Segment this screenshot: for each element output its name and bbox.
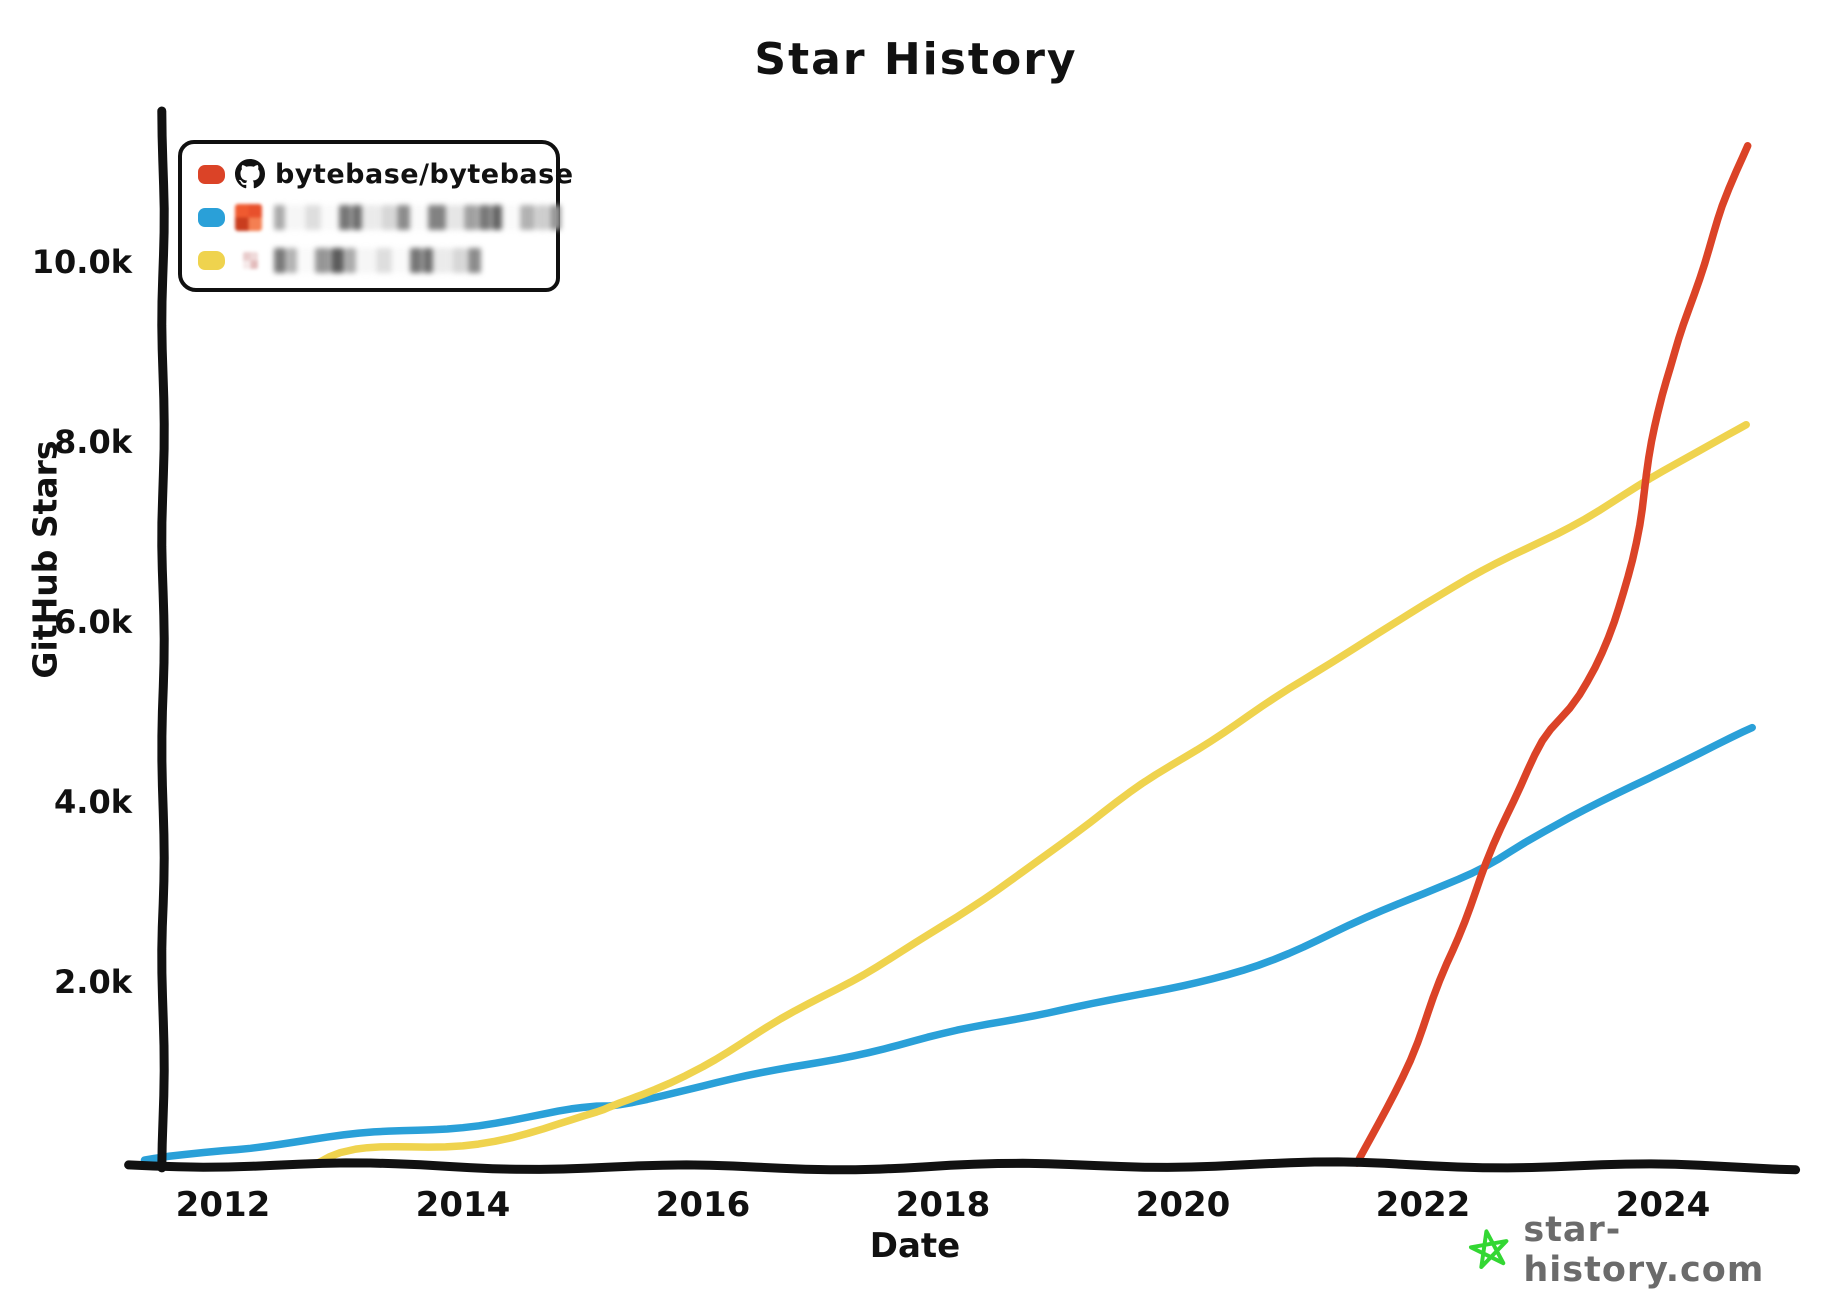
y-tick-label: 10.0k xyxy=(32,243,133,281)
x-tick-label: 2022 xyxy=(1376,1185,1471,1225)
y-tick-label: 4.0k xyxy=(54,783,133,821)
legend-color-swatch xyxy=(198,250,225,270)
legend-item xyxy=(198,199,561,235)
redacted-text-block xyxy=(274,247,481,273)
x-tick-label: 2020 xyxy=(1136,1185,1231,1225)
y-axis-title: GitHub Stars xyxy=(25,440,65,679)
x-tick-label: 2024 xyxy=(1616,1185,1711,1225)
series-line-yellow xyxy=(314,420,1750,1167)
redacted-avatar-icon xyxy=(243,251,258,269)
legend-item: bytebase/bytebase xyxy=(198,156,573,192)
legend-item-label: bytebase/bytebase xyxy=(275,158,574,190)
watermark: star-history.com xyxy=(1466,1210,1832,1290)
star-history-logo-icon xyxy=(1468,1229,1509,1270)
series-line-blue xyxy=(140,723,1756,1164)
y-tick-label: 6.0k xyxy=(54,603,133,641)
x-tick-label: 2018 xyxy=(896,1185,991,1225)
chart-title: Star History xyxy=(754,34,1078,85)
legend-color-swatch xyxy=(198,164,225,184)
y-tick-label: 2.0k xyxy=(54,963,133,1001)
legend-color-swatch xyxy=(198,207,225,227)
x-tick-label: 2014 xyxy=(416,1185,511,1225)
x-tick-label: 2012 xyxy=(176,1185,271,1225)
watermark-text: star-history.com xyxy=(1523,1210,1765,1290)
series-line-bytebase xyxy=(1353,142,1752,1167)
redacted-text-block xyxy=(274,204,561,230)
legend-item xyxy=(198,242,542,278)
redacted-avatar-icon xyxy=(235,203,262,231)
y-tick-label: 8.0k xyxy=(54,423,133,461)
x-axis-line xyxy=(124,1157,1801,1175)
y-axis-line xyxy=(157,106,169,1173)
github-icon xyxy=(235,159,265,189)
x-axis-title: Date xyxy=(869,1226,961,1266)
x-tick-label: 2016 xyxy=(656,1185,751,1225)
legend: bytebase/bytebase xyxy=(178,140,573,292)
